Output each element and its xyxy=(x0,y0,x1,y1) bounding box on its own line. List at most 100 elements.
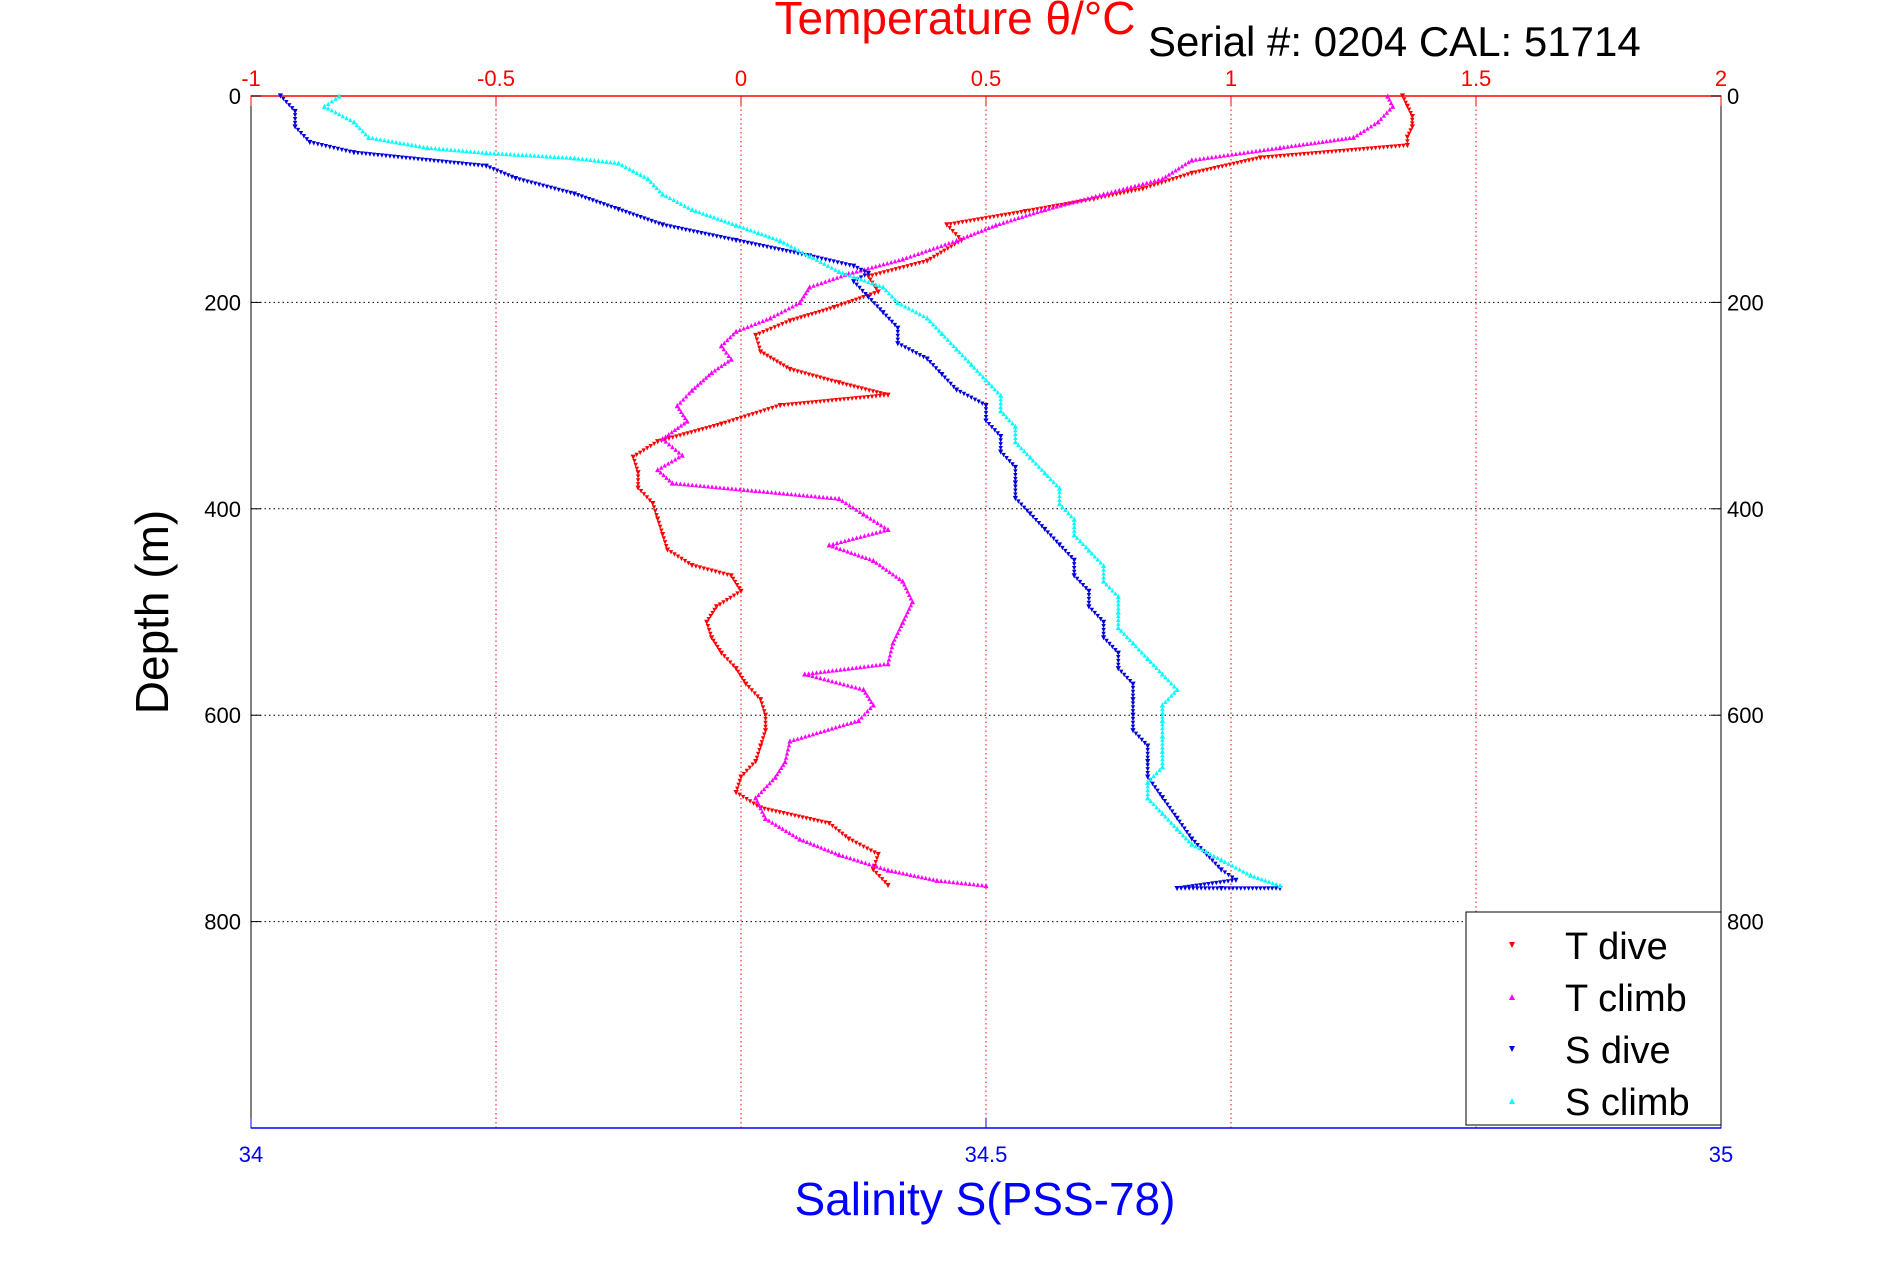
data-point xyxy=(776,323,781,328)
data-point xyxy=(963,881,968,886)
data-point xyxy=(1057,489,1062,495)
data-point xyxy=(1206,886,1212,891)
data-point xyxy=(1222,886,1228,891)
data-point xyxy=(1136,646,1142,652)
data-point xyxy=(1297,152,1303,157)
data-point xyxy=(846,300,851,305)
data-point xyxy=(1163,174,1168,179)
data-point xyxy=(670,435,675,440)
data-point xyxy=(869,298,874,303)
data-point xyxy=(818,259,823,264)
data-point xyxy=(1230,863,1235,868)
data-point xyxy=(1086,593,1092,598)
data-point xyxy=(1312,140,1318,145)
data-point xyxy=(1249,149,1255,154)
data-point xyxy=(1372,121,1377,127)
data-point xyxy=(1216,864,1221,870)
data-point xyxy=(747,799,753,804)
data-point xyxy=(852,719,857,724)
data-point xyxy=(1097,192,1102,198)
data-point xyxy=(847,273,853,278)
data-point xyxy=(1139,737,1145,743)
data-point xyxy=(834,667,839,673)
data-point xyxy=(704,426,709,431)
data-point xyxy=(407,156,413,161)
data-point xyxy=(1258,886,1263,891)
data-point xyxy=(1104,638,1109,644)
data-point xyxy=(735,786,740,791)
data-point xyxy=(763,233,768,238)
data-point xyxy=(893,267,899,272)
data-point xyxy=(1202,886,1208,891)
data-point xyxy=(789,491,794,497)
data-point xyxy=(754,410,759,416)
data-point xyxy=(761,330,766,335)
data-point xyxy=(1139,650,1145,655)
data-point xyxy=(583,195,588,201)
data-point xyxy=(655,466,661,473)
data-point xyxy=(967,881,972,886)
data-point xyxy=(951,384,956,390)
data-point xyxy=(781,491,786,496)
data-point xyxy=(504,151,509,157)
data-point xyxy=(722,361,727,366)
data-point xyxy=(971,881,976,887)
data-point xyxy=(1160,706,1165,711)
data-point xyxy=(413,143,418,148)
data-point xyxy=(900,578,906,584)
data-point xyxy=(1133,643,1139,649)
data-point xyxy=(810,373,815,378)
data-point xyxy=(1277,145,1283,151)
data-point xyxy=(1192,839,1197,845)
data-point xyxy=(631,168,636,174)
data-point xyxy=(1213,861,1218,867)
data-point xyxy=(1183,835,1189,841)
data-point xyxy=(1066,201,1071,206)
data-point xyxy=(854,507,859,512)
data-point xyxy=(976,399,981,404)
data-point xyxy=(1145,747,1150,753)
data-point xyxy=(1130,716,1136,722)
data-point xyxy=(806,733,812,738)
data-point xyxy=(1119,628,1124,633)
data-point xyxy=(1246,158,1252,163)
data-point xyxy=(948,381,953,387)
data-point xyxy=(1013,427,1018,433)
data-point xyxy=(1101,562,1107,569)
data-point xyxy=(945,378,950,384)
data-point xyxy=(1233,877,1239,883)
data-point xyxy=(738,588,744,594)
depth-tick-label: 200 xyxy=(204,290,241,315)
data-point xyxy=(906,306,912,311)
data-point xyxy=(989,425,995,430)
data-point xyxy=(1101,631,1106,637)
data-point xyxy=(928,256,933,262)
data-point xyxy=(877,562,883,568)
data-point xyxy=(664,475,669,480)
data-point xyxy=(1027,454,1033,460)
data-point xyxy=(747,765,753,771)
data-point xyxy=(822,676,827,682)
data-point xyxy=(824,495,830,500)
data-point xyxy=(823,279,828,284)
data-point xyxy=(908,254,913,259)
data-point xyxy=(669,480,675,486)
data-point xyxy=(483,163,489,169)
data-point xyxy=(1121,186,1126,192)
data-point xyxy=(1063,507,1068,513)
data-point xyxy=(1399,93,1406,99)
data-point xyxy=(933,324,939,330)
data-point xyxy=(1160,722,1165,727)
data-point xyxy=(882,866,887,872)
data-point xyxy=(752,229,757,234)
data-point xyxy=(900,619,906,625)
data-point xyxy=(1160,737,1165,742)
data-point xyxy=(513,175,519,182)
data-point xyxy=(836,495,842,502)
data-point xyxy=(1401,97,1407,102)
data-point xyxy=(736,782,741,788)
data-point xyxy=(1130,685,1136,691)
data-point xyxy=(952,221,957,226)
data-point xyxy=(1125,189,1130,195)
